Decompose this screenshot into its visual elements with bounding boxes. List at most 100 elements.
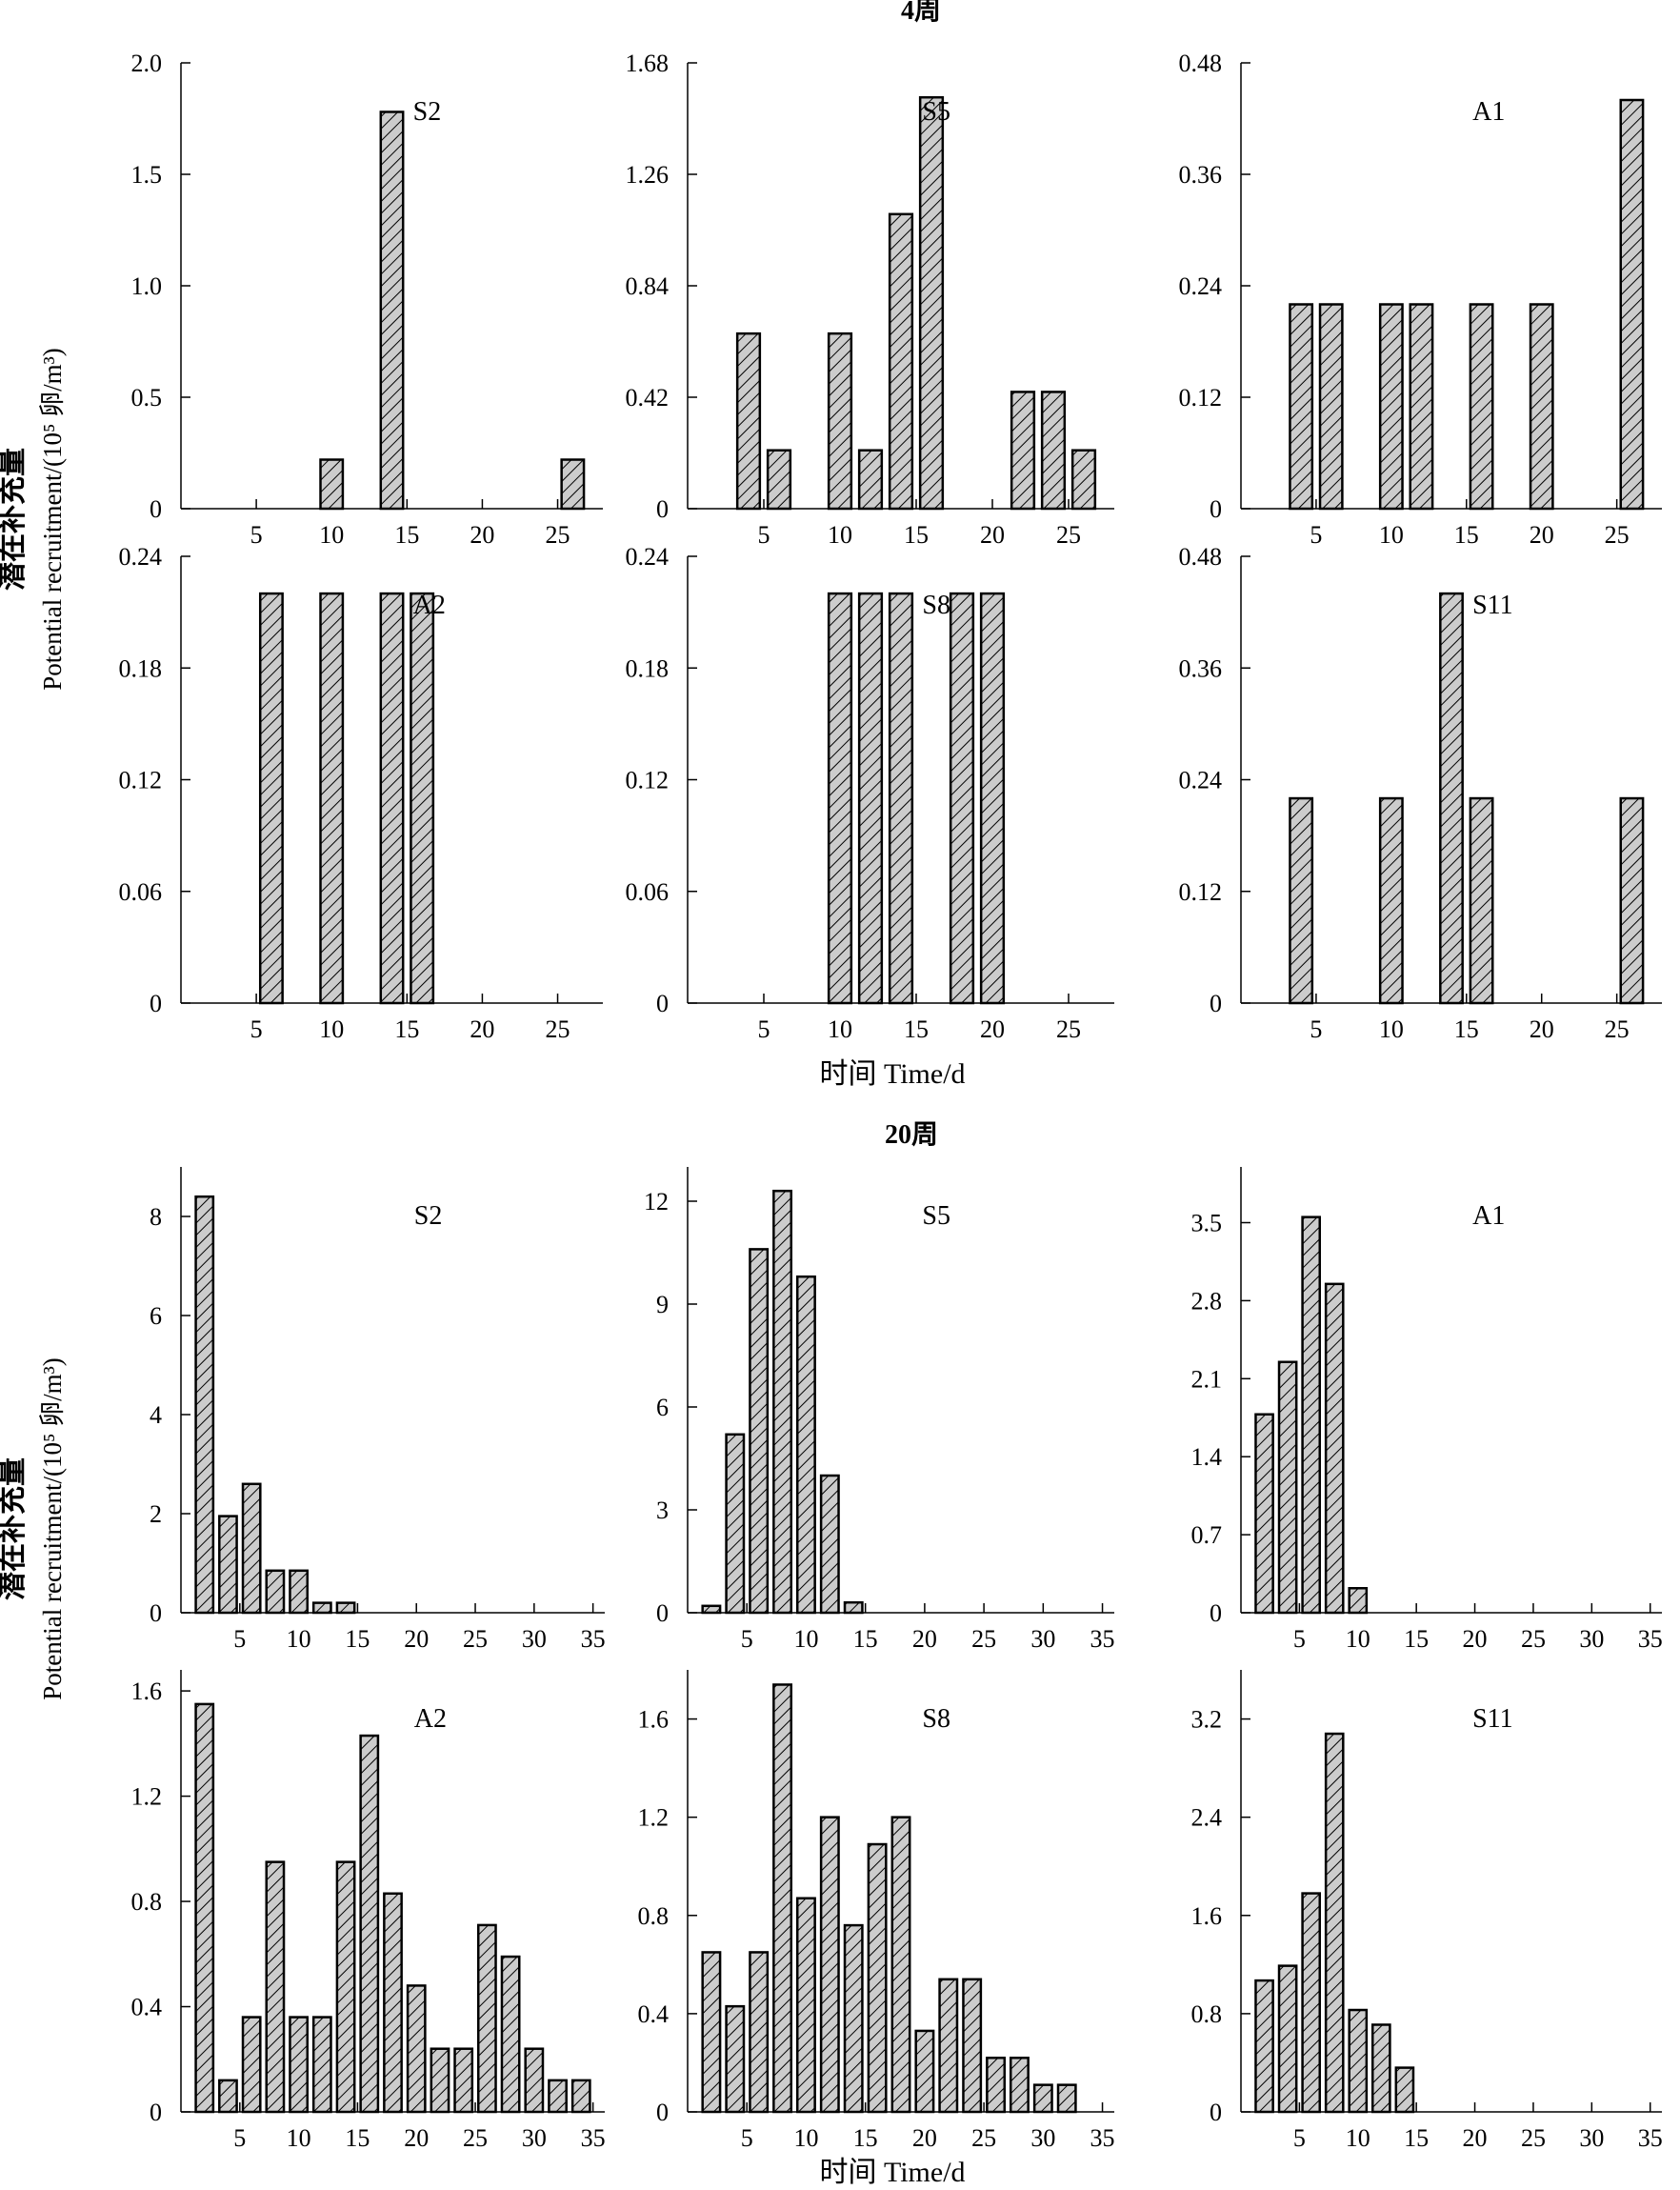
x-tick-label-s1-p1: 30	[1030, 1625, 1055, 1653]
x-tick-label-s0-p0: 10	[319, 521, 344, 549]
x-tick-label-s0-p5: 20	[1530, 1015, 1554, 1043]
x-tick-label-s1-p0: 30	[522, 1625, 547, 1653]
x-tick-label-s1-p0: 10	[287, 1625, 311, 1653]
x-tick-label-s1-p0: 25	[463, 1625, 488, 1653]
bar-s1-p2	[1254, 1413, 1274, 1615]
y-tick-label-s0-p4: 0.18	[626, 654, 670, 682]
bar-s1-p3	[383, 1892, 403, 2114]
y-tick-label-s1-p2: 0	[1210, 1599, 1222, 1627]
x-tick-label-s0-p0: 5	[250, 521, 263, 549]
section-title-4weeks: 4周	[901, 0, 941, 26]
panel-label-s0-p2: A1	[1472, 97, 1505, 127]
bar-s1-p4	[843, 1923, 864, 2114]
x-tick-label-s0-p5: 10	[1379, 1015, 1404, 1043]
x-tick-label-s0-p2: 15	[1454, 521, 1479, 549]
bar-s1-p0	[265, 1569, 286, 1615]
bar-s1-p0	[218, 1515, 238, 1615]
bar-s1-p4	[772, 1683, 793, 2114]
x-tick-label-s1-p4: 10	[793, 2124, 818, 2152]
x-tick-label-s0-p2: 5	[1310, 521, 1322, 549]
x-tick-label-s0-p4: 5	[758, 1015, 770, 1043]
bar-s1-p3	[500, 1955, 521, 2114]
y-tick-label-s1-p2: 3.5	[1191, 1210, 1223, 1237]
x-tick-label-s1-p2: 5	[1293, 1625, 1306, 1653]
bar-s0-p3	[319, 592, 345, 1005]
y-tick-label-s1-p5: 3.2	[1191, 1706, 1223, 1734]
bar-s1-p4	[1009, 2057, 1030, 2114]
bar-s0-p1	[827, 332, 853, 511]
panel-label-s1-p4: S8	[922, 1704, 950, 1734]
bar-s1-p4	[725, 2004, 746, 2114]
y-tick-label-s0-p3: 0.06	[119, 878, 163, 906]
y-tick-label-s1-p0: 6	[150, 1302, 162, 1330]
bar-s0-p1	[735, 332, 762, 511]
y-tick-label-s0-p3: 0	[150, 990, 162, 1017]
y-tick-label-s1-p0: 0	[150, 1599, 162, 1627]
x-tick-label-s1-p3: 5	[233, 2124, 246, 2152]
bar-s1-p3	[311, 2016, 332, 2114]
x-tick-label-s1-p3: 10	[287, 2124, 311, 2152]
bar-s1-p4	[749, 1951, 770, 2114]
y-tick-label-s0-p5: 0.36	[1179, 654, 1223, 682]
bar-s0-p4	[949, 592, 975, 1005]
bar-s0-p0	[560, 458, 586, 511]
bar-s1-p4	[701, 1951, 722, 2114]
y-tick-label-s0-p5: 0.48	[1179, 543, 1223, 571]
x-tick-label-s0-p1: 25	[1056, 521, 1081, 549]
x-tick-label-s1-p2: 25	[1521, 1625, 1546, 1653]
x-tick-label-s0-p1: 20	[980, 521, 1005, 549]
chart-panels: 00.51.01.52.05 10 15 20 25S200.420.841.261.6…	[119, 50, 1663, 2152]
bar-s0-p1	[857, 449, 884, 511]
bar-s0-p1	[888, 212, 914, 511]
x-tick-label-s1-p3: 15	[345, 2124, 370, 2152]
y-tick-label-s1-p4: 0.4	[638, 2000, 670, 2028]
bar-s0-p1	[918, 95, 945, 511]
bar-s1-p1	[795, 1275, 816, 1615]
bar-s1-p2	[1348, 1587, 1369, 1615]
bar-s0-p3	[379, 592, 405, 1005]
x-tick-label-s1-p5: 5	[1293, 2124, 1306, 2152]
bar-s1-p5	[1301, 1892, 1322, 2114]
x-tick-label-s1-p3: 20	[404, 2124, 429, 2152]
panel-label-s0-p4: S8	[922, 591, 950, 620]
x-tick-label-s1-p3: 35	[581, 2124, 606, 2152]
y-tick-label-s1-p4: 0	[656, 2099, 669, 2126]
bar-s0-p5	[1439, 592, 1464, 1005]
x-tick-label-s1-p1: 5	[741, 1625, 753, 1653]
bar-s0-p2	[1469, 303, 1494, 511]
bar-s0-p5	[1378, 796, 1404, 1005]
x-tick-label-s0-p2: 25	[1605, 521, 1630, 549]
y-tick-label-s1-p3: 0.4	[131, 1994, 163, 2021]
x-tick-label-s0-p1: 5	[758, 521, 770, 549]
y-tick-label-s1-p0: 2	[150, 1500, 162, 1528]
x-tick-label-s0-p1: 10	[828, 521, 852, 549]
y-tick-label-s0-p4: 0.24	[626, 543, 670, 571]
bar-s1-p0	[194, 1195, 215, 1615]
bar-s1-p4	[1056, 2083, 1077, 2114]
bar-s0-p2	[1619, 98, 1645, 511]
x-tick-label-s0-p4: 20	[980, 1015, 1005, 1043]
bar-s1-p2	[1301, 1216, 1322, 1615]
x-tick-label-s0-p3: 15	[394, 1015, 419, 1043]
bar-s1-p5	[1394, 2066, 1415, 2114]
panel-label-s0-p1: S5	[922, 97, 950, 127]
y-tick-label-s1-p1: 3	[656, 1497, 669, 1524]
y-tick-label-s1-p1: 9	[656, 1291, 669, 1318]
bar-s1-p3	[570, 2079, 591, 2114]
y-tick-label-s0-p3: 0.12	[119, 767, 163, 794]
bar-s1-p0	[289, 1569, 310, 1615]
y-axis-label-en-4weeks: Potential recruitment/(10⁵ 卵/m³)	[38, 348, 67, 690]
y-tick-label-s0-p4: 0.06	[626, 878, 670, 906]
bar-s1-p4	[819, 1816, 840, 2114]
x-tick-label-s1-p1: 25	[971, 1625, 996, 1653]
y-tick-label-s0-p2: 0.36	[1179, 161, 1223, 189]
x-tick-label-s1-p4: 15	[853, 2124, 878, 2152]
bar-s1-p3	[548, 2079, 568, 2114]
y-tick-label-s0-p3: 0.24	[119, 543, 163, 571]
y-tick-label-s0-p1: 0.84	[626, 272, 670, 300]
y-tick-label-s1-p0: 4	[150, 1401, 162, 1429]
bar-s1-p3	[289, 2016, 310, 2114]
y-tick-label-s1-p1: 6	[656, 1394, 669, 1421]
bar-s1-p4	[962, 1978, 983, 2114]
bar-s0-p0	[379, 111, 405, 511]
